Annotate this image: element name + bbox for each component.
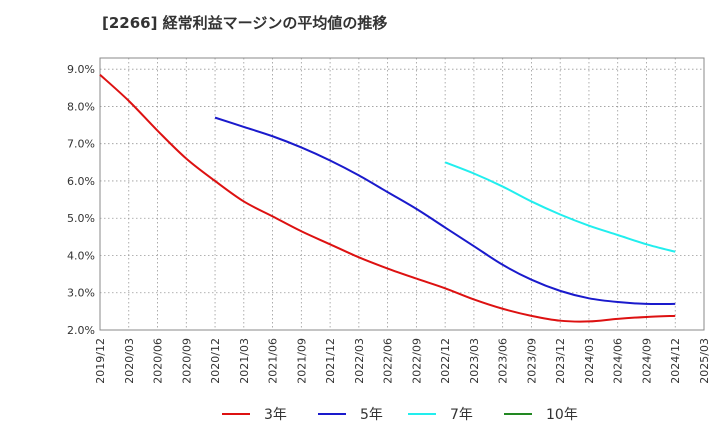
legend: 3年 5年 7年 10年 <box>222 407 578 423</box>
x-tick-label: 2020/12 <box>209 338 222 384</box>
x-tick-label: 2022/03 <box>353 338 366 384</box>
x-tick-label: 2024/12 <box>669 338 682 384</box>
x-tick-label: 2021/12 <box>324 338 337 384</box>
series-line-0 <box>99 74 676 323</box>
x-tick-label: 2021/03 <box>238 338 251 384</box>
y-tick-label: 6.0% <box>67 175 95 188</box>
series-line-1 <box>214 116 676 306</box>
y-tick-label: 4.0% <box>67 249 95 262</box>
x-tick-label: 2021/06 <box>267 338 280 384</box>
y-tick-label: 5.0% <box>67 212 95 225</box>
y-tick-label: 2.0% <box>67 324 95 337</box>
x-tick-label: 2023/06 <box>497 338 510 384</box>
x-tick-label: 2024/03 <box>583 338 596 384</box>
legend-label: 3年 <box>264 407 287 423</box>
x-tick-label: 2020/03 <box>123 338 136 384</box>
chart-title: [2266] 経常利益マージンの平均値の推移 <box>102 14 388 32</box>
x-tick-label: 2021/09 <box>295 338 308 384</box>
x-tick-label: 2024/06 <box>612 338 625 384</box>
x-tick-label: 2023/09 <box>525 338 538 384</box>
y-tick-label: 9.0% <box>67 63 95 76</box>
legend-label: 10年 <box>546 407 578 423</box>
x-tick-label: 2019/12 <box>94 338 107 384</box>
x-tick-label: 2023/12 <box>554 338 567 384</box>
x-tick-label: 2023/03 <box>468 338 481 384</box>
x-tick-label: 2020/06 <box>152 338 165 384</box>
series-line-2 <box>444 161 676 253</box>
x-tick-label: 2022/12 <box>439 338 452 384</box>
legend-label: 5年 <box>360 407 383 423</box>
x-tick-label: 2022/09 <box>410 338 423 384</box>
x-tick-label: 2022/06 <box>382 338 395 384</box>
y-tick-label: 8.0% <box>67 100 95 113</box>
axes: 2019/12 2020/03 2020/06 2020/09 2020/12 2021/… <box>67 63 711 384</box>
x-tick-label: 2024/09 <box>640 338 653 384</box>
y-tick-label: 3.0% <box>67 287 95 300</box>
x-tick-label: 2020/09 <box>180 338 193 384</box>
x-tick-label: 2025/03 <box>698 338 711 384</box>
plot-area <box>99 57 705 331</box>
series-layer <box>99 74 676 323</box>
y-tick-label: 7.0% <box>67 138 95 151</box>
legend-label: 7年 <box>450 407 473 423</box>
grid <box>100 58 704 330</box>
